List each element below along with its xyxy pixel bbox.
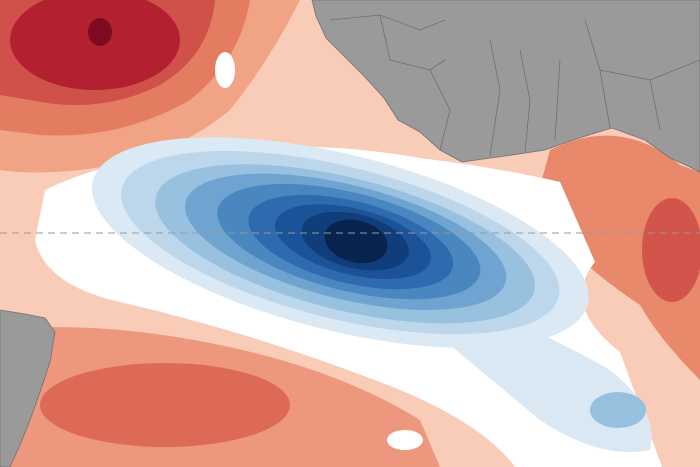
warm-contour xyxy=(10,0,180,90)
cold-core xyxy=(324,219,388,264)
cold-contour xyxy=(590,392,646,428)
warm-contour xyxy=(535,135,700,380)
africa-land xyxy=(311,0,700,173)
neutral-patch xyxy=(215,52,235,88)
cold-tongue xyxy=(91,137,589,348)
warm-contour xyxy=(642,198,700,302)
neutral-patch xyxy=(387,430,423,450)
warm-core xyxy=(88,18,112,46)
warm-contour xyxy=(40,363,290,447)
south-america-land xyxy=(0,309,56,467)
country-borders xyxy=(329,14,700,157)
